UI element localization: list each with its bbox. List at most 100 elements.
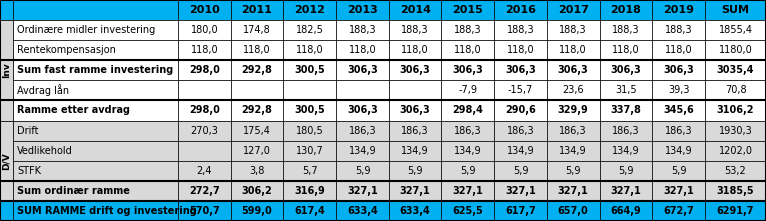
Text: 5,9: 5,9: [355, 166, 370, 176]
Bar: [653, 120, 705, 141]
Bar: [547, 80, 600, 100]
Text: 2016: 2016: [505, 5, 536, 15]
Text: 327,1: 327,1: [505, 186, 536, 196]
Bar: [13, 120, 178, 141]
Text: 127,0: 127,0: [243, 146, 271, 156]
Bar: [13, 141, 178, 161]
Text: 39,3: 39,3: [668, 85, 689, 95]
Bar: [441, 161, 494, 181]
Text: 570,7: 570,7: [189, 206, 220, 216]
Text: 3106,2: 3106,2: [717, 105, 755, 115]
Bar: [13, 20, 178, 40]
Bar: [705, 181, 766, 201]
Bar: [178, 60, 231, 80]
Bar: [389, 161, 441, 181]
Bar: [705, 100, 766, 120]
Bar: [336, 100, 389, 120]
Text: 53,2: 53,2: [725, 166, 746, 176]
Text: 316,9: 316,9: [294, 186, 325, 196]
Text: 327,1: 327,1: [347, 186, 378, 196]
Bar: [178, 181, 231, 201]
Bar: [0, 20, 13, 40]
Text: 130,7: 130,7: [296, 146, 323, 156]
Text: 175,4: 175,4: [243, 126, 271, 135]
Bar: [653, 161, 705, 181]
Bar: [600, 20, 653, 40]
Text: 298,4: 298,4: [453, 105, 483, 115]
Bar: [231, 0, 283, 20]
Bar: [283, 161, 336, 181]
Text: 134,9: 134,9: [454, 146, 482, 156]
Text: 118,0: 118,0: [559, 45, 587, 55]
Text: 272,7: 272,7: [189, 186, 220, 196]
Text: 298,0: 298,0: [189, 65, 220, 75]
Text: 1202,0: 1202,0: [719, 146, 752, 156]
Text: 633,4: 633,4: [347, 206, 378, 216]
Bar: [441, 80, 494, 100]
Text: 345,6: 345,6: [663, 105, 694, 115]
Bar: [178, 100, 231, 120]
Bar: [600, 201, 653, 221]
Text: 118,0: 118,0: [665, 45, 692, 55]
Text: 300,5: 300,5: [294, 105, 325, 115]
Text: 186,3: 186,3: [559, 126, 587, 135]
Bar: [494, 20, 547, 40]
Bar: [389, 20, 441, 40]
Text: 5,7: 5,7: [302, 166, 318, 176]
Bar: [389, 181, 441, 201]
Text: 6291,7: 6291,7: [717, 206, 755, 216]
Bar: [441, 100, 494, 120]
Text: 134,9: 134,9: [507, 146, 535, 156]
Bar: [231, 80, 283, 100]
Bar: [0, 100, 13, 120]
Text: D/V: D/V: [2, 152, 11, 170]
Text: 337,8: 337,8: [611, 105, 641, 115]
Bar: [13, 60, 178, 80]
Bar: [441, 201, 494, 221]
Text: 3035,4: 3035,4: [717, 65, 755, 75]
Text: Ordinære midler investering: Ordinære midler investering: [17, 25, 155, 35]
Text: 188,3: 188,3: [507, 25, 535, 35]
Bar: [283, 40, 336, 60]
Bar: [653, 60, 705, 80]
Text: 118,0: 118,0: [349, 45, 376, 55]
Text: 180,5: 180,5: [296, 126, 323, 135]
Bar: [336, 40, 389, 60]
Bar: [547, 40, 600, 60]
Text: -7,9: -7,9: [458, 85, 477, 95]
Bar: [441, 20, 494, 40]
Bar: [547, 120, 600, 141]
Bar: [336, 181, 389, 201]
Text: 327,1: 327,1: [558, 186, 588, 196]
Bar: [600, 80, 653, 100]
Bar: [178, 40, 231, 60]
Bar: [441, 0, 494, 20]
Text: 118,0: 118,0: [612, 45, 640, 55]
Bar: [389, 120, 441, 141]
Bar: [600, 60, 653, 80]
Bar: [494, 141, 547, 161]
Bar: [231, 120, 283, 141]
Text: 70,8: 70,8: [725, 85, 746, 95]
Bar: [13, 100, 178, 120]
Text: 118,0: 118,0: [507, 45, 535, 55]
Text: 306,3: 306,3: [347, 65, 378, 75]
Text: 2,4: 2,4: [197, 166, 212, 176]
Text: 5,9: 5,9: [671, 166, 686, 176]
Bar: [231, 181, 283, 201]
Bar: [178, 80, 231, 100]
Bar: [705, 60, 766, 80]
Text: 327,1: 327,1: [663, 186, 694, 196]
Bar: [389, 40, 441, 60]
Text: 118,0: 118,0: [244, 45, 271, 55]
Text: 186,3: 186,3: [612, 126, 640, 135]
Bar: [231, 20, 283, 40]
Text: 3,8: 3,8: [250, 166, 265, 176]
Text: 174,8: 174,8: [243, 25, 271, 35]
Bar: [178, 120, 231, 141]
Bar: [494, 181, 547, 201]
Bar: [494, 161, 547, 181]
Text: 31,5: 31,5: [615, 85, 637, 95]
Text: 118,0: 118,0: [191, 45, 218, 55]
Bar: [547, 20, 600, 40]
